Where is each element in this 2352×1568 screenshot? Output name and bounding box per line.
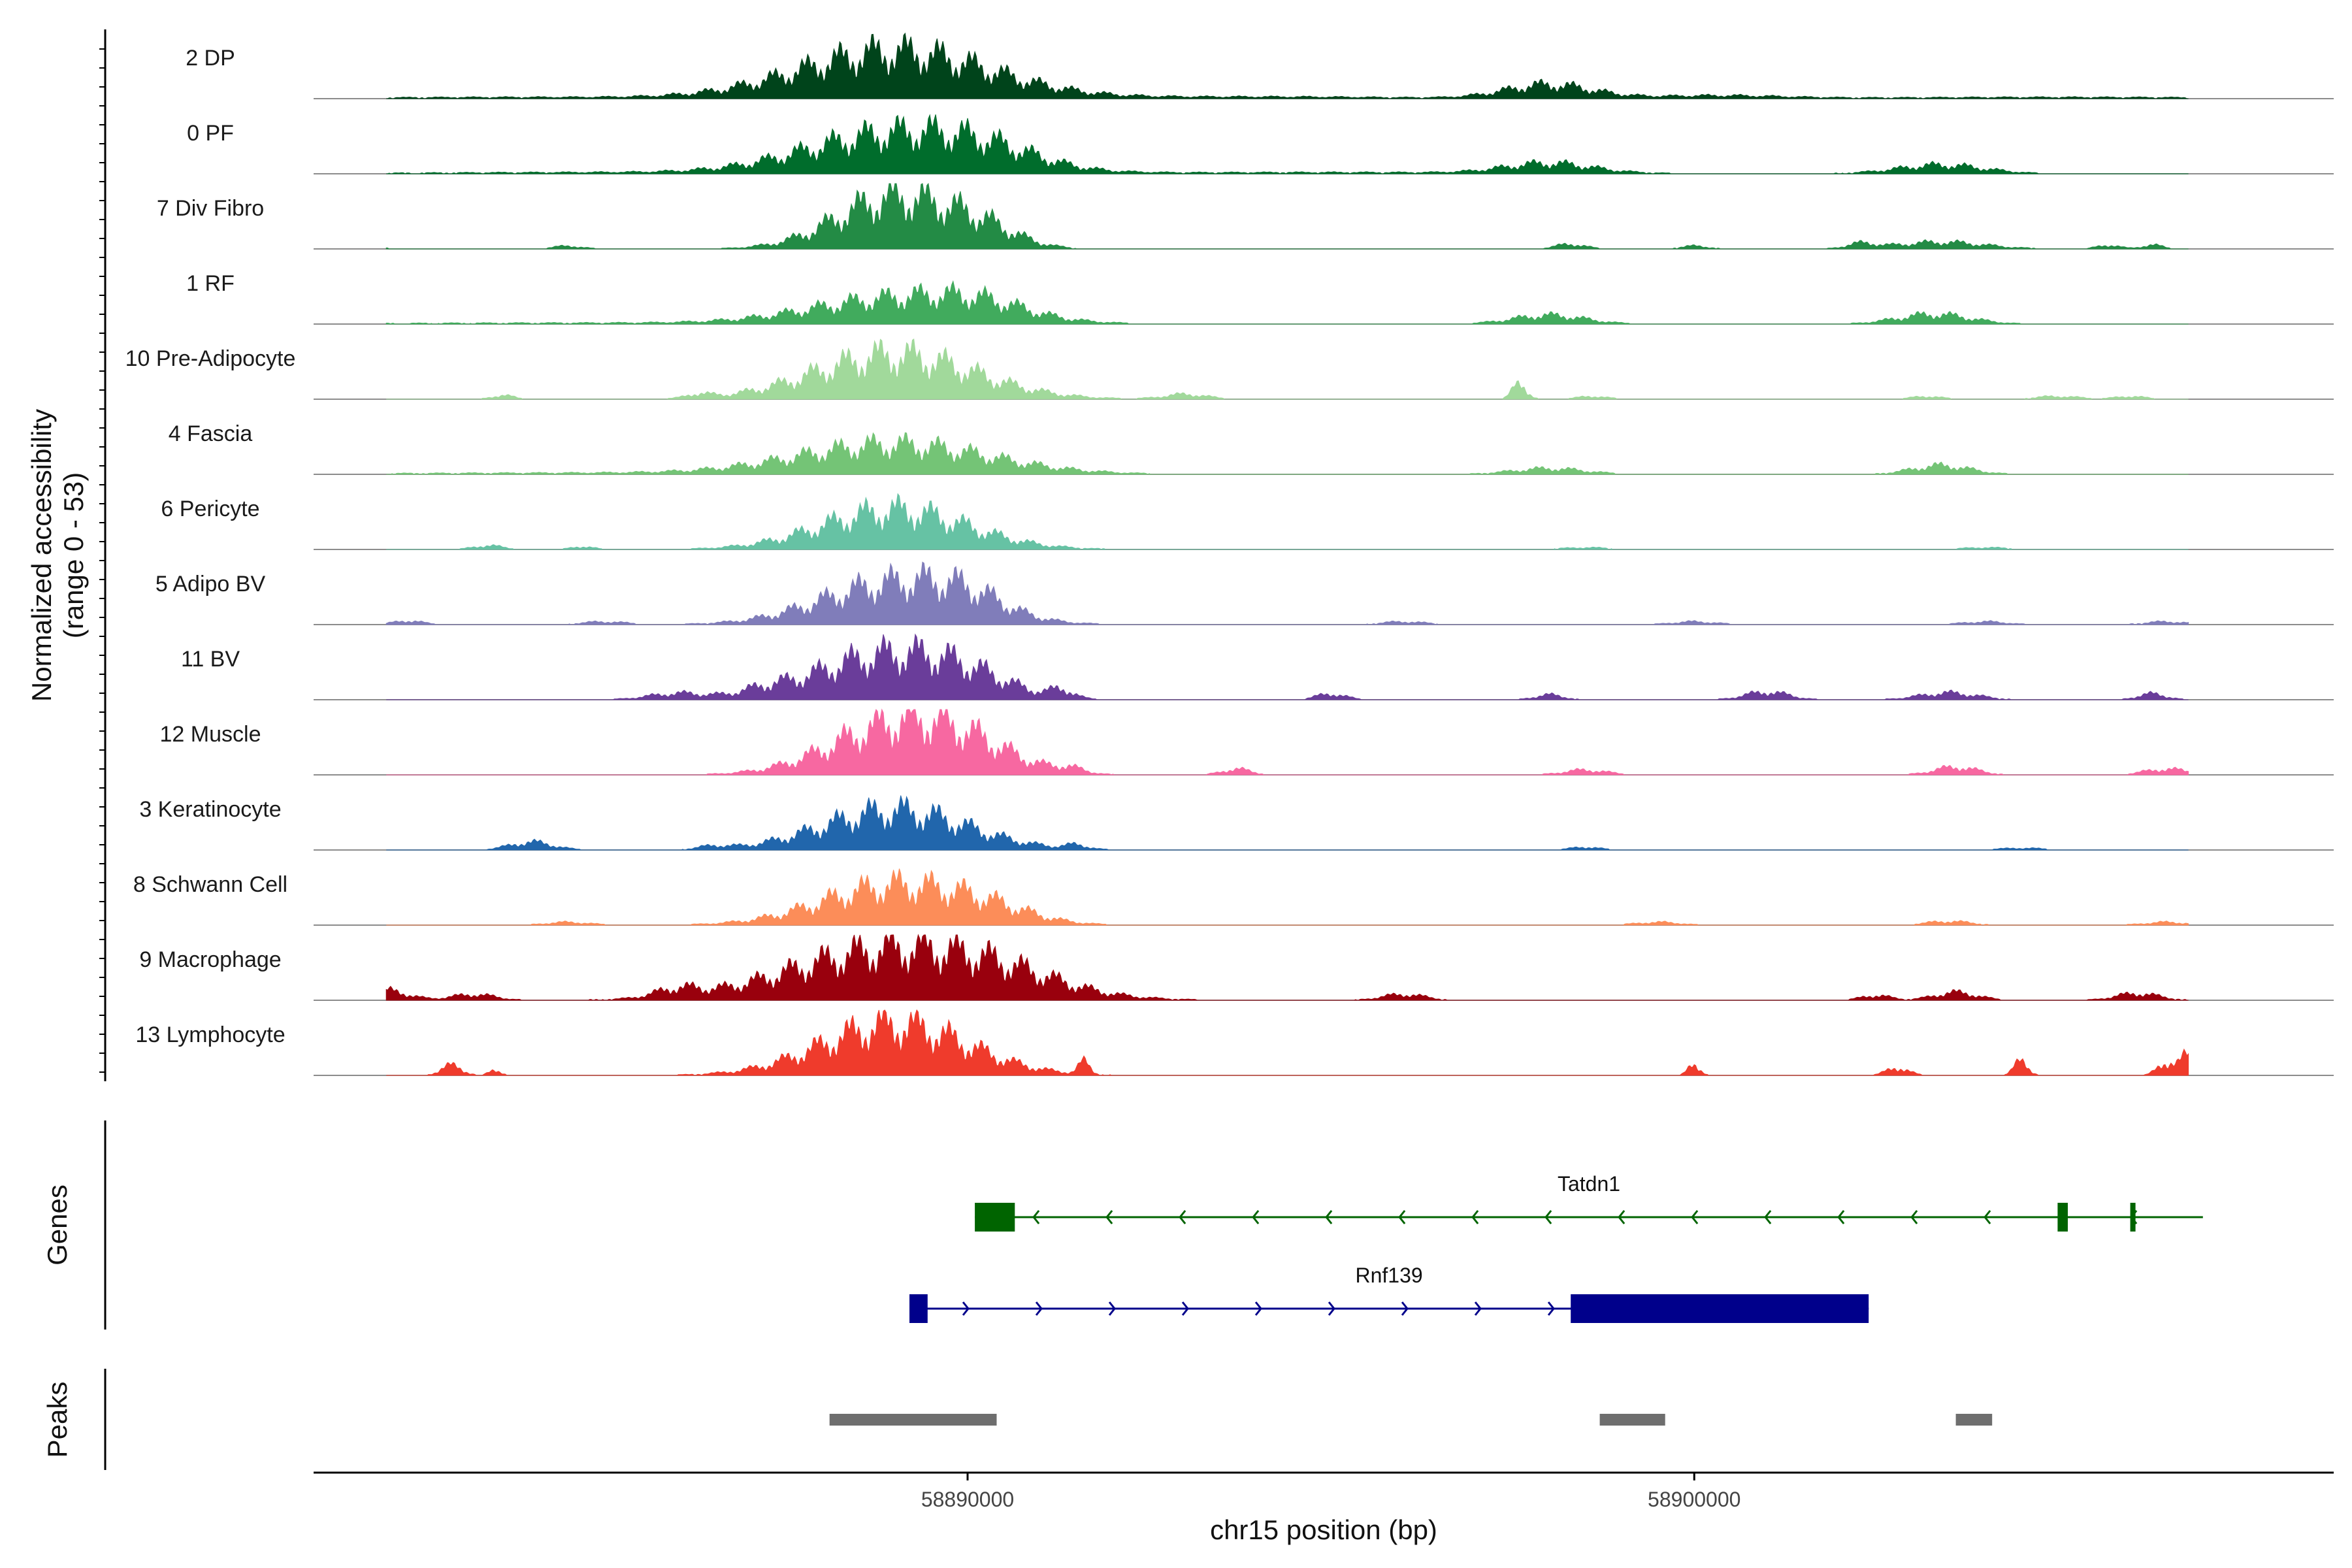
coverage-area — [386, 633, 2189, 700]
track-label: 7 Div Fibro — [157, 196, 264, 221]
track-label: 5 Adipo BV — [155, 572, 266, 596]
strand-arrow — [1837, 1210, 1845, 1224]
track-2-dp: 2 DP — [186, 32, 2334, 99]
strand-arrow — [1471, 1210, 1479, 1224]
track-11-bv: 11 BV — [181, 633, 2334, 700]
track-12-muscle: 12 Muscle — [160, 708, 2334, 776]
track-4-fascia: 4 Fascia — [169, 421, 2334, 475]
x-tick-label: 58900000 — [1648, 1488, 1740, 1511]
track-label: 10 Pre-Adipocyte — [125, 346, 296, 371]
track-label: 13 Lymphocyte — [135, 1022, 285, 1047]
y-axis-ticks — [99, 48, 105, 1073]
strand-arrow — [1764, 1210, 1772, 1224]
strand-arrow — [1691, 1210, 1699, 1224]
track-label: 8 Schwann Cell — [133, 872, 287, 897]
strand-arrow — [1105, 1210, 1113, 1224]
track-8-schwann-cell: 8 Schwann Cell — [133, 868, 2334, 926]
track-label: 0 PF — [187, 121, 234, 146]
track-label: 4 Fascia — [169, 421, 253, 446]
strand-arrow — [1032, 1210, 1040, 1224]
strand-arrow — [1254, 1301, 1262, 1316]
strand-arrow — [1108, 1301, 1116, 1316]
x-tick-label: 58890000 — [921, 1488, 1014, 1511]
track-9-macrophage: 9 Macrophage — [139, 934, 2334, 1001]
gene-rnf139: Rnf139 — [909, 1264, 1869, 1323]
strand-arrow — [1544, 1210, 1552, 1224]
peak-region — [1599, 1414, 1665, 1426]
gene-label: Tatdn1 — [1558, 1172, 1620, 1196]
peaks-panel-title: Peaks — [42, 1382, 73, 1458]
gene-annotation-track: Tatdn1 Rnf139 — [909, 1172, 2203, 1323]
strand-arrow — [1401, 1301, 1409, 1316]
track-5-adipo-bv: 5 Adipo BV — [155, 561, 2334, 625]
peak-region — [1955, 1414, 1993, 1426]
track-1-rf: 1 RF — [186, 271, 2334, 325]
track-3-keratinocyte: 3 Keratinocyte — [139, 795, 2334, 851]
coverage-area — [386, 338, 2189, 400]
genes-panel-title: Genes — [42, 1184, 73, 1266]
coverage-area — [385, 280, 2189, 325]
strand-arrow — [962, 1301, 970, 1316]
accessibility-y-axis — [99, 29, 106, 1081]
track-7-div-fibro: 7 Div Fibro — [157, 182, 2334, 250]
strand-arrow — [1547, 1301, 1555, 1316]
strand-arrow — [1179, 1210, 1186, 1224]
exon — [1571, 1294, 1869, 1323]
strand-arrow — [1035, 1301, 1043, 1316]
exon — [2057, 1203, 2068, 1232]
track-label: 11 BV — [181, 647, 240, 672]
strand-arrow — [1910, 1210, 1918, 1224]
y-axis-range: (range 0 - 53) — [58, 472, 89, 638]
strand-arrow — [1325, 1210, 1333, 1224]
track-label: 2 DP — [186, 46, 235, 71]
coverage-area — [386, 708, 2189, 776]
track-label: 6 Pericyte — [161, 497, 259, 521]
track-label: 12 Muscle — [160, 722, 261, 747]
peak-regions-track — [829, 1414, 1993, 1426]
coverage-area — [386, 868, 2189, 926]
strand-arrow — [1984, 1210, 1991, 1224]
coverage-area — [386, 32, 2189, 99]
coverage-area — [385, 561, 2189, 625]
track-label: 3 Keratinocyte — [139, 797, 281, 822]
strand-arrow — [1474, 1301, 1482, 1316]
exon — [2130, 1203, 2136, 1232]
exon — [975, 1203, 1015, 1232]
gene-tatdn1: Tatdn1 — [975, 1172, 2203, 1232]
strand-arrow — [1618, 1210, 1625, 1224]
x-axis-title: chr15 position (bp) — [1210, 1514, 1437, 1545]
peak-region — [829, 1414, 997, 1426]
track-0-pf: 0 PF — [187, 114, 2334, 174]
track-13-lymphocyte: 13 Lymphocyte — [135, 1009, 2334, 1076]
coverage-area — [386, 795, 2189, 851]
coverage-tracks: 2 DP 0 PF 7 Div Fibro 1 RF 10 Pre-Adipocyte 4… — [125, 32, 2334, 1076]
exon — [909, 1294, 928, 1323]
y-axis-title: Normalized accessibility — [26, 409, 57, 702]
coverage-area — [386, 114, 2189, 174]
track-label: 1 RF — [186, 271, 235, 296]
strand-arrow — [1181, 1301, 1189, 1316]
coverage-area — [386, 1009, 2189, 1076]
strand-arrow — [1252, 1210, 1260, 1224]
track-10-pre-adipocyte: 10 Pre-Adipocyte — [125, 338, 2334, 400]
gene-label: Rnf139 — [1356, 1264, 1423, 1287]
x-axis-ticks: 58890000 58900000 — [921, 1473, 1740, 1511]
coverage-area — [385, 182, 2189, 250]
strand-arrow — [1398, 1210, 1406, 1224]
strand-arrow — [1328, 1301, 1335, 1316]
track-label: 9 Macrophage — [139, 947, 281, 972]
coverage-area — [385, 934, 2189, 1001]
coverage-area — [386, 432, 2189, 475]
coverage-area — [386, 493, 2189, 550]
track-6-pericyte: 6 Pericyte — [161, 493, 2334, 550]
